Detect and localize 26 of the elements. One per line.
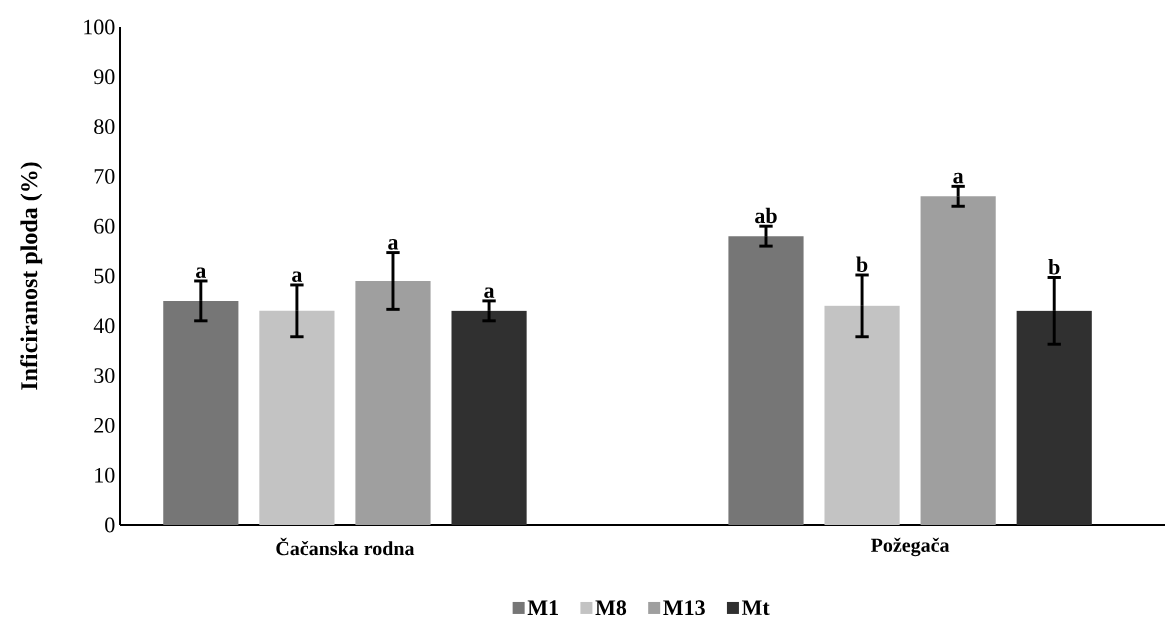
legend-label: Mt [741,600,770,616]
y-tick-label: 10 [95,467,115,483]
data-label: a [388,239,399,250]
data-label: a [196,267,206,279]
y-tick-label: 60 [94,218,115,234]
x-tick-label: Čačanska rodna [276,537,415,556]
data-label: b [1048,259,1060,275]
data-label: a [484,287,495,298]
y-tick-label: 70 [94,168,115,184]
legend-label: M8 [595,600,627,616]
y-tick-label: 20 [94,417,115,433]
y-tick-label: 90 [94,69,115,85]
y-tick-label: 0 [105,517,115,533]
data-label: a [953,172,964,184]
y-tick-label: 30 [94,368,115,383]
y-axis-title: Inficiranost ploda (%) [20,162,43,390]
y-tick-label: 100 [84,19,115,35]
data-label: a [292,271,303,283]
legend-label: M1 [527,600,558,615]
y-tick-label: 80 [94,119,115,135]
legend-label: M13 [663,600,705,616]
x-tick-label: Požegača [871,537,950,557]
y-tick-label: 50 [94,268,115,284]
y-tick-label: 40 [93,318,115,334]
data-label: ab [755,207,777,224]
data-label: b [856,256,868,273]
